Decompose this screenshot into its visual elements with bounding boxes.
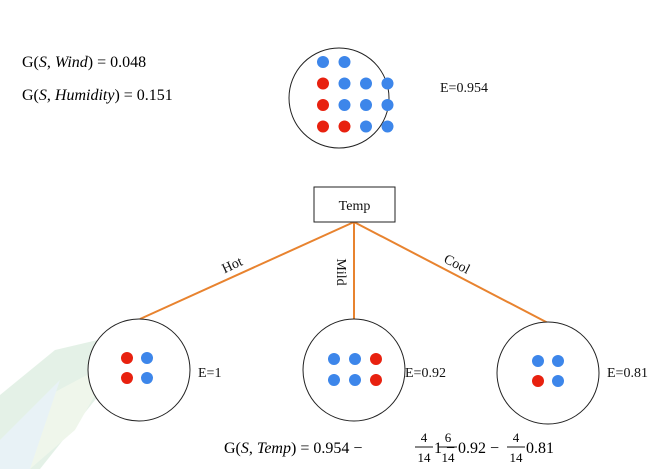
mild-dot-blue (349, 374, 361, 386)
branch-line-cool (353, 221, 549, 324)
root-dot-blue (338, 99, 351, 111)
root-dot-red (317, 77, 329, 90)
root-dot-blue (360, 99, 372, 111)
mild-dot-red (370, 374, 382, 386)
child-node-mild (302, 318, 406, 422)
root-dot-blue (381, 77, 394, 90)
gain-humidity-text: G(S, Humidity) = 0.151 (22, 87, 173, 104)
root-dot-blue (338, 77, 351, 90)
gain-temp-formula: G(S, Temp) = 0.954 − 4 14 1 − 6 14 0.92 … (224, 430, 554, 465)
hot-dot-blue (141, 352, 153, 364)
root-entropy-label: E=0.954 (440, 81, 488, 96)
mild-dot-red (370, 353, 382, 365)
hot-dot-blue (141, 372, 153, 384)
child-node-hot (87, 318, 191, 422)
child-entropy-mild: E=0.92 (405, 366, 446, 381)
branch-lines (139, 221, 549, 324)
root-dot-blue (381, 99, 394, 111)
cool-dot-red (532, 375, 544, 387)
root-dot-red (338, 120, 351, 133)
root-node (288, 47, 394, 149)
cool-dot-blue (552, 375, 564, 387)
term3-numerator: 4 (513, 430, 520, 445)
root-dots (317, 56, 394, 133)
child-dots-cool (532, 355, 564, 387)
mild-dot-blue (328, 374, 340, 386)
branch-line-hot (139, 221, 355, 320)
mild-dot-blue (328, 353, 340, 365)
split-node-temp: Temp (313, 186, 396, 223)
root-dot-red (317, 99, 329, 111)
branch-label-cool: Cool (441, 252, 472, 278)
term2-denominator: 14 (442, 450, 456, 465)
term1-denominator: 14 (418, 450, 432, 465)
root-dot-blue (360, 77, 372, 90)
root-dot-blue (317, 56, 329, 68)
child-dots-mild (328, 353, 382, 386)
term2-value: 0.92 − (458, 440, 499, 457)
hot-dot-red (121, 352, 133, 364)
child-dots-hot (121, 352, 153, 384)
term3-denominator: 14 (510, 450, 524, 465)
child-entropy-hot: E=1 (198, 366, 221, 381)
branch-label-mild: Mild (333, 258, 348, 285)
mild-dot-blue (349, 353, 361, 365)
root-dot-blue (360, 120, 372, 133)
gain-wind-text: G(S, Wind) = 0.048 (22, 54, 146, 71)
term3-value: 0.81 (526, 440, 554, 457)
cool-dot-blue (532, 355, 544, 367)
term1-numerator: 4 (421, 430, 428, 445)
split-node-label: Temp (339, 199, 371, 214)
root-dot-red (317, 120, 329, 133)
hot-dot-red (121, 372, 133, 384)
root-dot-blue (381, 120, 394, 133)
term1-value: 1 − (434, 440, 455, 457)
cool-dot-blue (552, 355, 564, 367)
child-node-cool (496, 321, 600, 425)
root-dot-blue (338, 56, 351, 68)
term2-numerator: 6 (445, 430, 452, 445)
formula-lhs: G(S, Temp) = 0.954 − (224, 440, 362, 457)
child-entropy-cool: E=0.81 (607, 366, 648, 381)
